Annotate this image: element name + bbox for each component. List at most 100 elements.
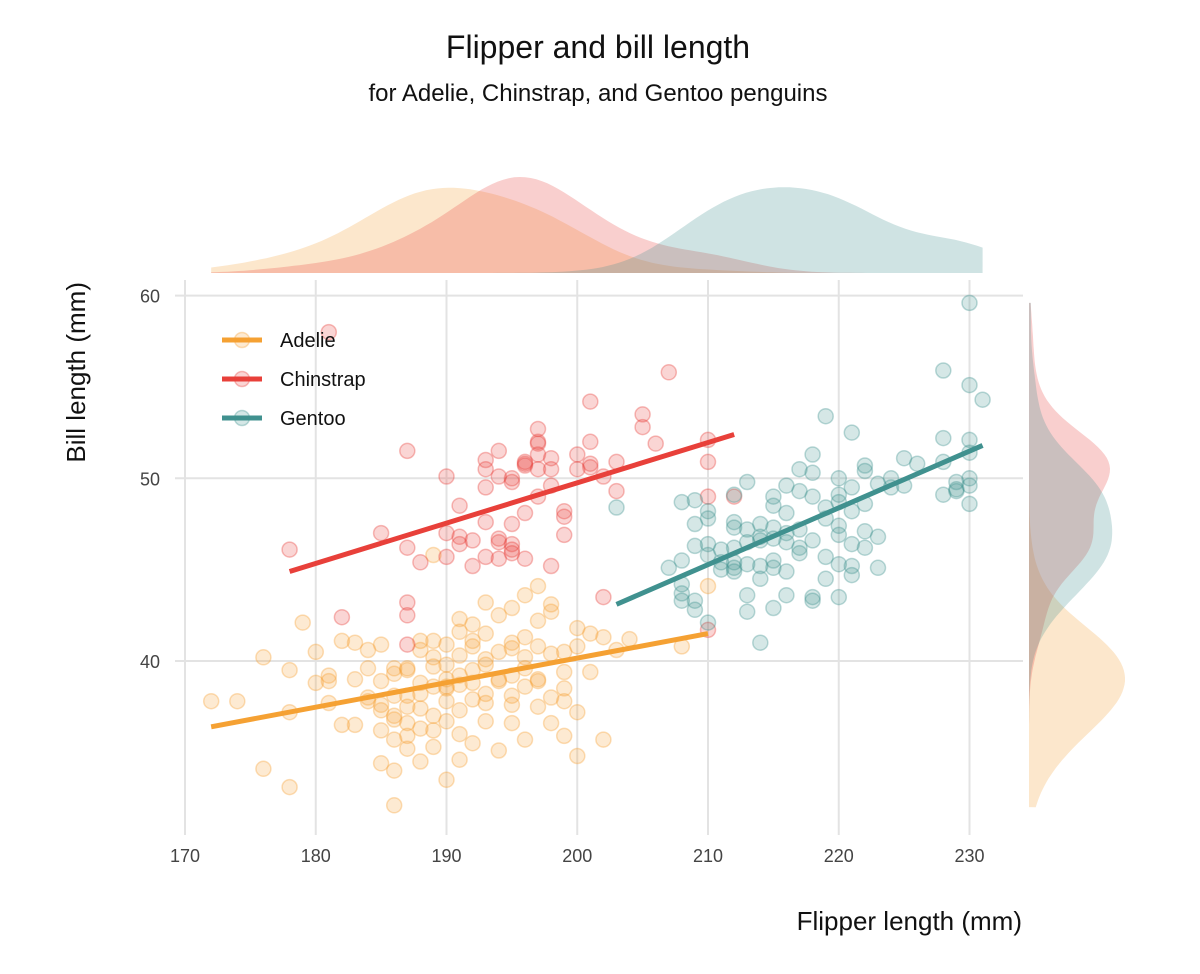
point-adelie — [412, 753, 429, 770]
point-gentoo — [686, 515, 704, 533]
point-adelie — [399, 714, 416, 732]
point-adelie — [412, 641, 429, 659]
trend-line-gentoo — [615, 443, 984, 607]
point-adelie — [555, 680, 573, 697]
point-gentoo — [738, 521, 756, 538]
point-adelie — [385, 762, 403, 779]
point-chinstrap — [477, 548, 494, 566]
point-adelie — [621, 630, 638, 648]
point-gentoo — [752, 515, 769, 533]
point-gentoo — [738, 555, 756, 573]
point-gentoo — [738, 586, 756, 604]
point-adelie — [255, 760, 272, 778]
point-adelie — [569, 638, 586, 655]
point-gentoo — [699, 510, 717, 527]
point-gentoo — [804, 588, 821, 606]
point-adelie — [307, 674, 325, 692]
point-gentoo — [935, 429, 952, 447]
point-chinstrap — [555, 526, 573, 544]
trend-line-adelie — [210, 631, 709, 730]
point-chinstrap — [399, 594, 416, 611]
point-chinstrap — [490, 468, 508, 485]
point-adelie — [529, 577, 547, 595]
y-tick-label-40: 40 — [140, 652, 160, 672]
point-chinstrap — [438, 468, 455, 485]
point-adelie — [464, 734, 481, 752]
point-adelie — [425, 546, 442, 564]
point-chinstrap — [320, 323, 338, 341]
point-adelie — [359, 660, 377, 677]
point-chinstrap — [725, 488, 743, 505]
point-chinstrap — [490, 550, 508, 567]
point-chinstrap — [582, 393, 599, 410]
point-gentoo — [817, 548, 834, 566]
point-chinstrap — [542, 460, 560, 478]
point-adelie — [399, 740, 416, 757]
point-gentoo — [961, 495, 978, 513]
point-chinstrap — [516, 457, 534, 474]
point-adelie — [451, 623, 468, 641]
point-gentoo — [765, 488, 782, 505]
point-chinstrap — [608, 482, 625, 500]
point-adelie — [307, 643, 325, 661]
point-adelie — [438, 713, 455, 730]
point-chinstrap — [516, 550, 534, 567]
point-chinstrap — [516, 455, 534, 472]
point-gentoo — [712, 561, 730, 578]
point-chinstrap — [490, 530, 508, 547]
point-adelie — [385, 797, 403, 814]
point-adelie — [490, 742, 508, 759]
point-chinstrap — [503, 515, 521, 533]
point-adelie — [451, 610, 468, 628]
point-adelie — [412, 632, 429, 650]
point-adelie — [385, 711, 403, 728]
point-adelie — [385, 665, 403, 683]
point-adelie — [503, 599, 521, 617]
x-tick-label-180: 180 — [301, 846, 331, 866]
point-gentoo — [856, 457, 874, 474]
point-adelie — [582, 625, 599, 642]
point-chinstrap — [699, 453, 717, 471]
right-density-adelie — [1029, 302, 1125, 808]
point-adelie — [516, 586, 534, 604]
point-gentoo — [699, 502, 717, 520]
y-tick-label-50: 50 — [140, 469, 160, 489]
point-adelie — [281, 661, 298, 679]
point-chinstrap — [555, 508, 573, 525]
point-adelie — [529, 672, 547, 690]
point-chinstrap — [399, 539, 416, 556]
point-adelie — [490, 607, 508, 624]
x-axis-label: Flipper length (mm) — [797, 906, 1022, 936]
point-gentoo — [804, 488, 821, 505]
point-adelie — [503, 714, 521, 732]
point-adelie — [333, 632, 351, 650]
x-tick-label-190: 190 — [431, 846, 461, 866]
point-adelie — [385, 707, 403, 725]
point-adelie — [425, 707, 442, 725]
point-adelie — [477, 650, 494, 668]
chart-title: Flipper and bill length — [446, 29, 750, 65]
point-adelie — [569, 703, 586, 721]
point-chinstrap — [477, 451, 494, 469]
point-adelie — [503, 696, 521, 714]
point-adelie — [464, 638, 481, 655]
point-chinstrap — [503, 470, 521, 487]
right-density-gentoo — [1029, 302, 1113, 808]
x-tick-label-170: 170 — [170, 846, 200, 866]
legend-key-point-adelie — [233, 331, 251, 349]
point-gentoo — [765, 497, 782, 514]
point-gentoo — [791, 460, 808, 478]
point-chinstrap — [503, 541, 521, 558]
point-chinstrap — [542, 449, 560, 467]
point-adelie — [399, 727, 416, 745]
point-gentoo — [725, 563, 743, 580]
point-adelie — [372, 702, 390, 719]
point-adelie — [516, 628, 534, 646]
point-chinstrap — [516, 504, 534, 522]
point-chinstrap — [503, 535, 521, 553]
point-chinstrap — [542, 557, 560, 575]
point-chinstrap — [477, 513, 494, 531]
point-adelie — [503, 639, 521, 657]
point-adelie — [595, 731, 612, 748]
point-adelie — [346, 671, 364, 688]
